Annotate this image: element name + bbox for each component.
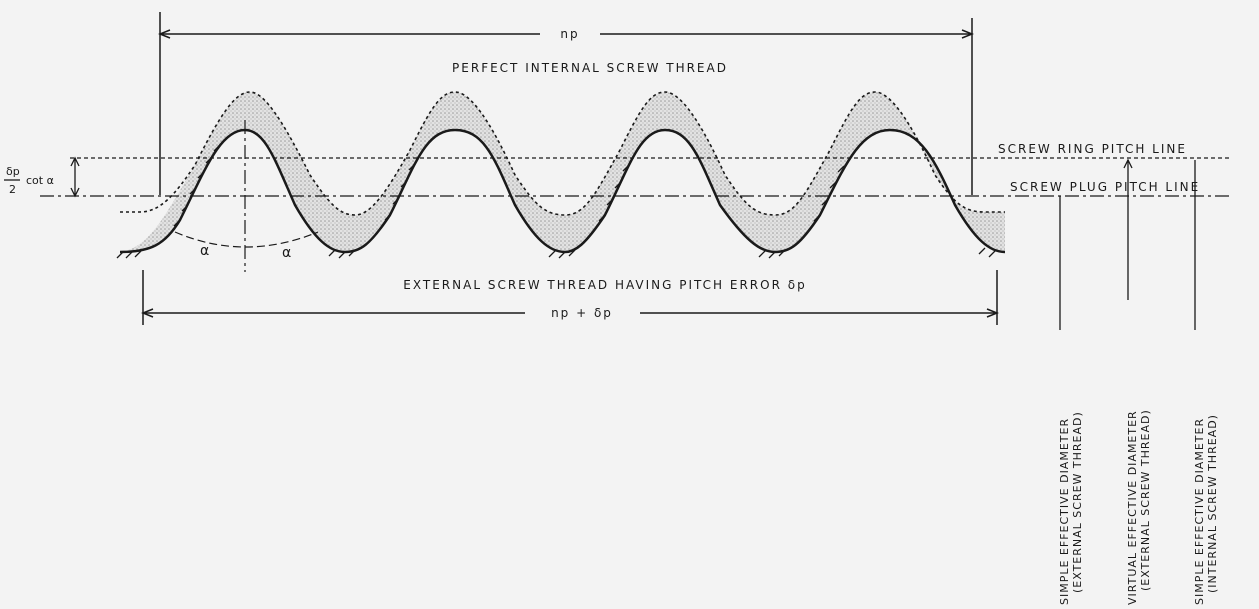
diameter-label-virtual-external: VIRTUAL EFFECTIVE DIAMETER (EXTERNAL SCR… <box>1126 409 1152 605</box>
np-label: np <box>560 27 579 41</box>
diameter-label-simple-internal: SIMPLE EFFECTIVE DIAMETER (INTERNAL SCRE… <box>1193 414 1219 605</box>
np-plus-dp-dimension <box>140 270 1000 325</box>
svg-text:(EXTERNAL SCREW THREAD): (EXTERNAL SCREW THREAD) <box>1071 411 1084 593</box>
svg-text:SIMPLE EFFECTIVE DIAMETER: SIMPLE EFFECTIVE DIAMETER <box>1058 418 1071 605</box>
svg-text:(INTERNAL SCREW THREAD): (INTERNAL SCREW THREAD) <box>1206 414 1219 593</box>
alpha-right: α <box>282 245 291 261</box>
internal-thread-profile <box>120 91 1005 216</box>
perfect-internal-label: PERFECT INTERNAL SCREW THREAD <box>452 61 728 75</box>
angle-marking <box>174 120 319 272</box>
svg-text:(EXTERNAL SCREW THREAD): (EXTERNAL SCREW THREAD) <box>1139 409 1152 591</box>
clearance-stipple <box>120 92 1005 252</box>
svg-text:VIRTUAL EFFECTIVE DIAMETER: VIRTUAL EFFECTIVE DIAMETER <box>1126 410 1139 605</box>
offset-cot: cot α <box>26 174 54 187</box>
ring-pitch-line-label: SCREW RING PITCH LINE <box>998 142 1187 156</box>
plug-pitch-line-label: SCREW PLUG PITCH LINE <box>1010 180 1200 194</box>
np-dimension <box>157 12 975 195</box>
alpha-left: α <box>200 243 209 259</box>
external-hatching <box>116 144 996 259</box>
svg-text:SIMPLE EFFECTIVE DIAMETER: SIMPLE EFFECTIVE DIAMETER <box>1193 418 1206 605</box>
diameter-label-simple-external: SIMPLE EFFECTIVE DIAMETER (EXTERNAL SCRE… <box>1058 411 1084 605</box>
diameter-leaders <box>1059 158 1196 330</box>
offset-numerator: δp <box>6 165 20 178</box>
np-plus-dp-label: np + δp <box>551 306 613 320</box>
offset-dimension <box>4 156 80 198</box>
external-thread-label: EXTERNAL SCREW THREAD HAVING PITCH ERROR… <box>403 278 806 292</box>
offset-denominator: 2 <box>9 183 16 196</box>
